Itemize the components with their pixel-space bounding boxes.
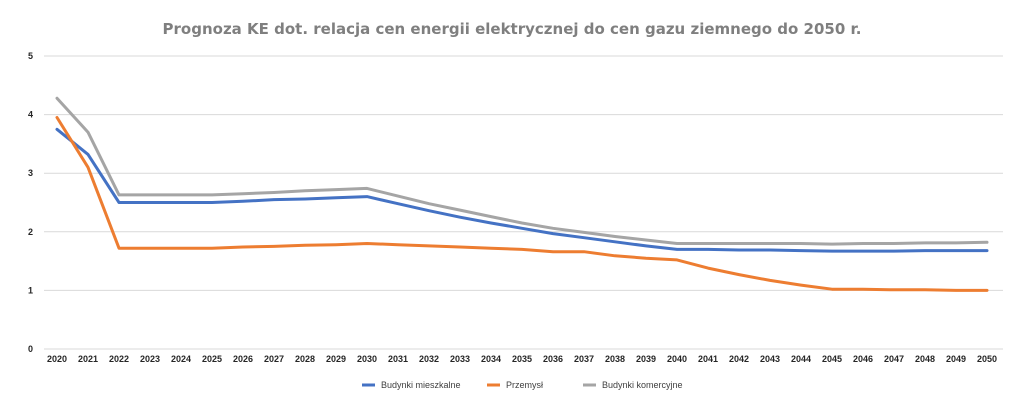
y-tick-label: 5 [28,51,33,61]
x-tick-label: 2032 [419,354,439,364]
x-tick-label: 2038 [605,354,625,364]
x-tick-label: 2026 [233,354,253,364]
x-tick-label: 2044 [791,354,811,364]
series-line-budynki-komercyjne [55,96,989,246]
x-tick-label: 2041 [698,354,718,364]
x-tick-label: 2031 [388,354,408,364]
x-tick-label: 2027 [264,354,284,364]
series-lines [55,96,989,292]
x-tick-label: 2025 [202,354,222,364]
x-tick-label: 2042 [729,354,749,364]
x-tick-label: 2045 [822,354,842,364]
x-tick-label: 2029 [326,354,346,364]
legend-label-budynki-komercyjne: Budynki komercyjne [602,380,683,390]
legend-label-budynki-mieszkalne: Budynki mieszkalne [381,380,461,390]
x-tick-label: 2037 [574,354,594,364]
x-tick-label: 2024 [171,354,191,364]
x-tick-label: 2049 [946,354,966,364]
x-tick-label: 2023 [140,354,160,364]
legend-label-przemys-: Przemysł [506,380,543,390]
y-axis-ticks: 0 1 2 3 4 5 [28,51,33,354]
legend: Budynki mieszkalne Przemysł Budynki komerc… [362,380,683,390]
x-tick-label: 2030 [357,354,377,364]
x-tick-label: 2048 [915,354,935,364]
x-tick-label: 2046 [853,354,873,364]
x-tick-label: 2050 [977,354,997,364]
x-tick-label: 2022 [109,354,129,364]
chart-title: Prognoza KE dot. relacja cen energii ele… [163,20,862,38]
x-tick-label: 2021 [78,354,98,364]
x-tick-label: 2047 [884,354,904,364]
x-tick-label: 2028 [295,354,315,364]
x-tick-label: 2040 [667,354,687,364]
x-tick-label: 2033 [450,354,470,364]
y-tick-label: 3 [28,168,33,178]
x-tick-label: 2036 [543,354,563,364]
y-tick-label: 4 [28,110,33,120]
y-tick-label: 0 [28,344,33,354]
gridlines [44,55,1003,350]
x-tick-label: 2035 [512,354,532,364]
x-tick-label: 2020 [47,354,67,364]
x-tick-label: 2039 [636,354,656,364]
x-tick-label: 2043 [760,354,780,364]
y-tick-label: 1 [28,285,33,295]
x-tick-label: 2034 [481,354,501,364]
series-line-przemys- [55,116,989,292]
series-line-budynki-mieszkalne [55,127,989,253]
x-axis-ticks: 2020 2021 2022 2023 2024 2025 2026 2027 2028 2029… [47,354,997,364]
y-tick-label: 2 [28,227,33,237]
